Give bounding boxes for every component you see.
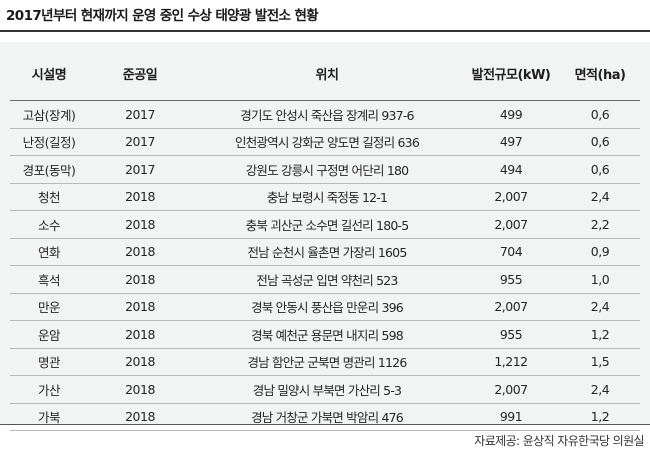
cell-name: 명관 [10, 348, 88, 376]
cell-area: 2,4 [560, 375, 640, 404]
cell-area: 1,0 [560, 265, 640, 294]
cell-year: 2017 [88, 100, 192, 129]
cell-year: 2018 [88, 238, 192, 266]
table-panel: 시설명 준공일 위치 발전규모(kW) 면적(ha) 고삼(장계) 2017 경… [0, 42, 650, 431]
cell-year: 2018 [88, 183, 192, 211]
cell-area: 0,6 [560, 100, 640, 129]
cell-area: 1,5 [560, 348, 640, 376]
cell-location: 경북 안동시 풍산읍 만운리 396 [192, 293, 462, 321]
cell-location: 충남 보령시 죽정동 12-1 [192, 183, 462, 211]
cell-year: 2017 [88, 128, 192, 156]
cell-capacity: 2,007 [462, 293, 560, 321]
bottom-divider [0, 424, 650, 425]
table-row: 고삼(장계) 2017 경기도 안성시 죽산읍 장계리 937-6 499 0,… [10, 100, 640, 129]
cell-year: 2017 [88, 155, 192, 184]
table-row: 운암 2018 경북 예천군 용문면 내지리 598 955 1,2 [10, 320, 640, 349]
solar-plant-table: 시설명 준공일 위치 발전규모(kW) 면적(ha) 고삼(장계) 2017 경… [10, 42, 640, 431]
cell-area: 2,4 [560, 293, 640, 321]
cell-capacity: 494 [462, 155, 560, 184]
cell-name: 만운 [10, 293, 88, 321]
table-row: 청천 2018 충남 보령시 죽정동 12-1 2,007 2,4 [10, 183, 640, 211]
cell-year: 2018 [88, 293, 192, 321]
cell-capacity: 704 [462, 238, 560, 266]
cell-area: 1,2 [560, 403, 640, 431]
cell-location: 경남 함안군 군북면 명관리 1126 [192, 348, 462, 376]
table-row: 소수 2018 충북 괴산군 소수면 길선리 180-5 2,007 2,2 [10, 210, 640, 239]
page-title: 2017년부터 현재까지 운영 중인 수상 태양광 발전소 현황 [6, 8, 319, 24]
table-header-row: 시설명 준공일 위치 발전규모(kW) 면적(ha) [10, 42, 640, 101]
cell-name: 난정(길정) [10, 128, 88, 156]
cell-location: 경남 거창군 가북면 박암리 476 [192, 403, 462, 431]
header-name: 시설명 [10, 42, 88, 101]
table-row: 연화 2018 전남 순천시 율촌면 가장리 1605 704 0,9 [10, 238, 640, 266]
table-row: 명관 2018 경남 함안군 군북면 명관리 1126 1,212 1,5 [10, 348, 640, 376]
cell-area: 2,2 [560, 210, 640, 239]
cell-capacity: 2,007 [462, 375, 560, 404]
cell-location: 강원도 강릉시 구정면 어단리 180 [192, 155, 462, 184]
table-row: 경포(동막) 2017 강원도 강릉시 구정면 어단리 180 494 0,6 [10, 155, 640, 184]
cell-area: 0,6 [560, 128, 640, 156]
cell-name: 소수 [10, 210, 88, 239]
cell-capacity: 2,007 [462, 183, 560, 211]
header-location: 위치 [192, 42, 462, 101]
cell-capacity: 499 [462, 100, 560, 129]
title-divider [0, 30, 650, 32]
cell-location: 전남 순천시 율촌면 가장리 1605 [192, 238, 462, 266]
cell-year: 2018 [88, 320, 192, 349]
cell-year: 2018 [88, 348, 192, 376]
cell-name: 청천 [10, 183, 88, 211]
cell-capacity: 497 [462, 128, 560, 156]
cell-capacity: 2,007 [462, 210, 560, 239]
cell-name: 가북 [10, 403, 88, 431]
cell-name: 연화 [10, 238, 88, 266]
source-credit: 자료제공: 윤상직 자유한국당 의원실 [474, 434, 644, 448]
cell-year: 2018 [88, 265, 192, 294]
cell-area: 2,4 [560, 183, 640, 211]
header-area: 면적(ha) [560, 42, 640, 101]
table-row: 난정(길정) 2017 인천광역시 강화군 양도면 길정리 636 497 0,… [10, 128, 640, 156]
cell-name: 고삼(장계) [10, 100, 88, 129]
cell-name: 운암 [10, 320, 88, 349]
cell-year: 2018 [88, 403, 192, 431]
cell-capacity: 1,212 [462, 348, 560, 376]
cell-location: 인천광역시 강화군 양도면 길정리 636 [192, 128, 462, 156]
cell-location: 충북 괴산군 소수면 길선리 180-5 [192, 210, 462, 239]
cell-location: 전남 곡성군 입면 약천리 523 [192, 265, 462, 294]
cell-location: 경남 밀양시 부북면 가산리 5-3 [192, 375, 462, 404]
table-row: 흑석 2018 전남 곡성군 입면 약천리 523 955 1,0 [10, 265, 640, 294]
cell-year: 2018 [88, 375, 192, 404]
header-year: 준공일 [88, 42, 192, 101]
cell-area: 0,6 [560, 155, 640, 184]
table-row: 만운 2018 경북 안동시 풍산읍 만운리 396 2,007 2,4 [10, 293, 640, 321]
cell-area: 0,9 [560, 238, 640, 266]
cell-area: 1,2 [560, 320, 640, 349]
cell-name: 흑석 [10, 265, 88, 294]
cell-year: 2018 [88, 210, 192, 239]
table-row: 가북 2018 경남 거창군 가북면 박암리 476 991 1,2 [10, 403, 640, 431]
header-capacity: 발전규모(kW) [462, 42, 560, 101]
cell-capacity: 991 [462, 403, 560, 431]
cell-capacity: 955 [462, 320, 560, 349]
cell-location: 경기도 안성시 죽산읍 장계리 937-6 [192, 100, 462, 129]
table-row: 가산 2018 경남 밀양시 부북면 가산리 5-3 2,007 2,4 [10, 375, 640, 404]
cell-name: 가산 [10, 375, 88, 404]
cell-name: 경포(동막) [10, 155, 88, 184]
cell-capacity: 955 [462, 265, 560, 294]
cell-location: 경북 예천군 용문면 내지리 598 [192, 320, 462, 349]
